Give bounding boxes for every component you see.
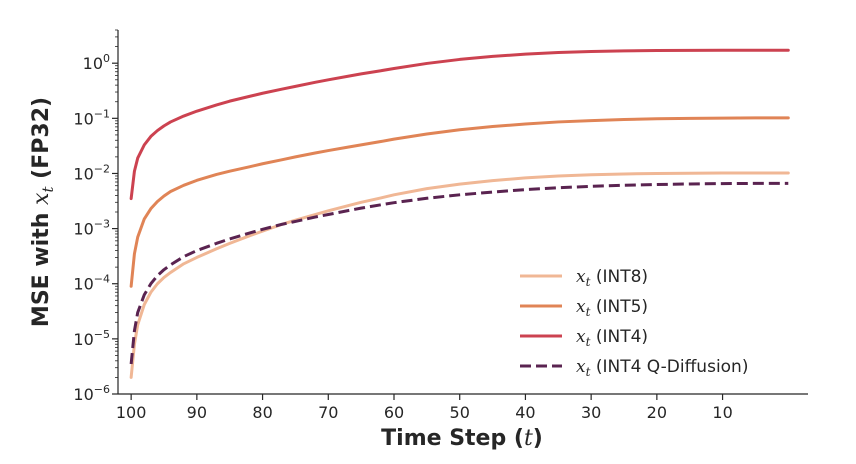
y-tick-label: 10−2: [73, 162, 110, 183]
x-axis-ticks: 100 90 80 70 60 50 40 30 20 10: [116, 394, 733, 422]
x-axis-title: Time Step (t): [381, 426, 543, 451]
y-axis-ticks: 10−6 10−5 10−4 10−3 10−2 10−1 100: [73, 29, 118, 404]
x-tick-label: 20: [647, 403, 667, 422]
y-axis-title: MSE with xt (FP32): [29, 97, 57, 327]
y-tick-label: 10−4: [73, 273, 110, 294]
legend: xt (INT8) xt (INT5) xt (INT4) xt (INT4 Q-Di…: [520, 267, 748, 379]
x-tick-label: 60: [384, 403, 404, 422]
y-tick-label: 10−1: [73, 107, 110, 128]
legend-label-0: xt (INT8): [576, 267, 648, 289]
legend-label-3: xt (INT4 Q-Diffusion): [576, 357, 748, 379]
y-tick-label: 10−5: [73, 328, 110, 349]
x-tick-label: 70: [318, 403, 338, 422]
y-tick-label: 10−3: [73, 218, 110, 239]
legend-label-2: xt (INT4): [576, 327, 648, 349]
x-tick-label: 80: [252, 403, 272, 422]
x-tick-label: 40: [515, 403, 535, 422]
series-line-3: [129, 181, 789, 365]
series-lines: [129, 48, 790, 379]
series-line-1: [129, 116, 790, 288]
x-tick-label: 10: [712, 403, 732, 422]
x-tick-label: 50: [450, 403, 470, 422]
x-tick-label: 90: [187, 403, 207, 422]
series-line-0: [129, 171, 790, 379]
series-line-2: [129, 48, 790, 201]
y-tick-label: 10−6: [73, 383, 110, 404]
legend-label-1: xt (INT5): [576, 297, 648, 319]
x-tick-label: 100: [116, 403, 147, 422]
y-tick-label: 100: [83, 52, 110, 73]
x-tick-label: 30: [581, 403, 601, 422]
